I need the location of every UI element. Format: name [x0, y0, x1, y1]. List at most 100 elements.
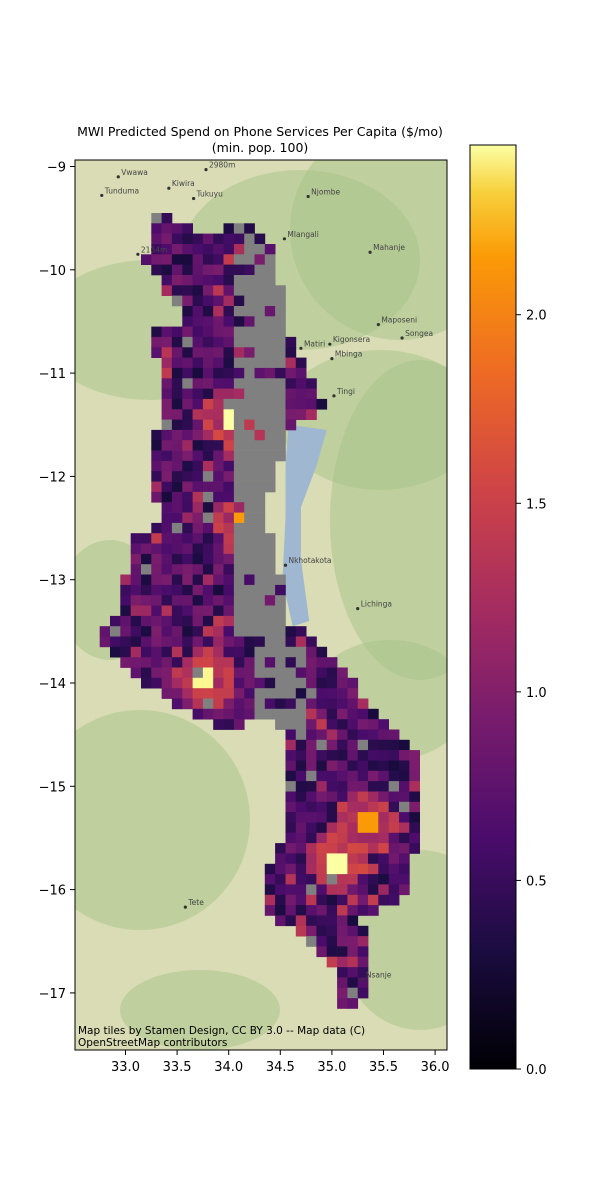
- grid-cell: [254, 605, 266, 617]
- grid-cell: [182, 450, 193, 462]
- grid-cell: [275, 285, 286, 296]
- grid-cell: [264, 564, 276, 575]
- grid-cell: [233, 491, 245, 503]
- colorbar-tick-label: 2.0: [526, 309, 547, 324]
- grid-cell: [254, 244, 266, 255]
- grid-cell: [171, 409, 183, 420]
- grid-cell: [316, 894, 328, 906]
- grid-cell: [295, 378, 307, 389]
- grid-cell: [306, 688, 317, 699]
- grid-cell: [316, 729, 328, 741]
- grid-cell: [223, 667, 235, 679]
- grid-cell: [244, 367, 255, 379]
- grid-cell: [368, 719, 379, 730]
- place-label: Kiwira: [172, 179, 195, 188]
- grid-cell: [347, 863, 359, 875]
- grid-cell: [357, 812, 369, 823]
- grid-cell: [171, 688, 183, 699]
- grid-cell: [347, 822, 359, 834]
- grid-cell: [254, 450, 266, 462]
- grid-cell: [223, 574, 235, 586]
- grid-cell: [378, 843, 389, 854]
- grid-cell: [264, 471, 276, 482]
- grid-cell: [244, 460, 255, 472]
- grid-cell: [192, 471, 204, 482]
- grid-cell: [347, 946, 359, 958]
- grid-cell: [316, 925, 328, 937]
- grid-cell: [171, 336, 183, 348]
- grid-cell: [171, 512, 183, 524]
- grid-cell: [244, 491, 255, 503]
- grid-cell: [285, 781, 297, 792]
- grid-cell: [399, 874, 410, 885]
- grid-cell: [182, 605, 193, 617]
- grid-cell: [233, 306, 245, 317]
- grid-cell: [151, 223, 162, 234]
- grid-cell: [337, 915, 348, 927]
- grid-cell: [254, 667, 266, 679]
- grid-cell: [306, 770, 317, 782]
- grid-cell: [151, 595, 162, 606]
- grid-cell: [192, 646, 204, 658]
- grid-cell: [161, 481, 173, 493]
- grid-cell: [316, 884, 328, 896]
- grid-cell: [244, 223, 255, 234]
- grid-cell: [337, 905, 348, 916]
- grid-cell: [171, 347, 183, 358]
- grid-cell: [368, 832, 379, 844]
- grid-cell: [275, 894, 286, 906]
- place-label: Songea: [405, 329, 433, 338]
- grid-cell: [347, 998, 359, 1009]
- grid-cell: [202, 605, 214, 617]
- grid-cell: [223, 646, 235, 658]
- grid-cell: [244, 677, 255, 689]
- grid-cell: [213, 295, 224, 307]
- grid-cell: [202, 357, 214, 369]
- grid-cell: [254, 657, 266, 668]
- grid-cell: [120, 605, 131, 617]
- place-label: Njombe: [311, 187, 340, 196]
- grid-cell: [347, 677, 359, 689]
- grid-cell: [161, 285, 173, 296]
- grid-cell: [141, 626, 152, 637]
- grid-cell: [316, 398, 328, 410]
- grid-cell: [151, 553, 162, 565]
- grid-cell: [213, 698, 224, 710]
- grid-cell: [399, 760, 410, 772]
- grid-cell: [316, 688, 328, 699]
- grid-cell: [192, 522, 204, 534]
- grid-cell: [275, 719, 286, 730]
- grid-cell: [388, 822, 400, 834]
- grid-cell: [275, 347, 286, 358]
- grid-cell: [202, 336, 214, 348]
- grid-cell: [192, 502, 204, 513]
- grid-cell: [357, 967, 369, 978]
- grid-cell: [151, 440, 162, 451]
- grid-cell: [316, 905, 328, 916]
- grid-cell: [254, 677, 266, 689]
- grid-cell: [223, 264, 235, 276]
- grid-cell: [202, 450, 214, 462]
- grid-cell: [213, 481, 224, 493]
- grid-cell: [275, 336, 286, 348]
- grid-cell: [275, 688, 286, 699]
- grid-cell: [202, 367, 214, 379]
- grid-cell: [244, 564, 255, 575]
- grid-cell: [192, 233, 204, 245]
- grid-cell: [151, 213, 162, 224]
- place-dot: [361, 977, 365, 982]
- y-tick-label: −17: [39, 987, 66, 1002]
- grid-cell: [151, 244, 162, 255]
- grid-cell: [264, 698, 276, 710]
- grid-cell: [171, 254, 183, 265]
- grid-cell: [130, 667, 142, 679]
- place-label: Matiri: [304, 339, 325, 348]
- grid-cell: [357, 822, 369, 834]
- grid-cell: [244, 595, 255, 606]
- prediction-grid: [99, 213, 420, 1009]
- grid-cell: [285, 791, 297, 803]
- grid-cell: [233, 378, 245, 389]
- grid-cell: [244, 553, 255, 565]
- place-label: Mahanje: [373, 243, 405, 252]
